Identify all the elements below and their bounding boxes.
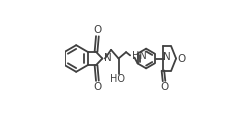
Text: O: O bbox=[93, 82, 102, 92]
Text: N: N bbox=[104, 53, 111, 63]
Text: O: O bbox=[93, 25, 102, 35]
Text: HO: HO bbox=[110, 74, 125, 84]
Text: O: O bbox=[177, 53, 185, 64]
Text: HN: HN bbox=[132, 51, 146, 61]
Text: O: O bbox=[160, 82, 168, 92]
Text: N: N bbox=[163, 52, 171, 62]
